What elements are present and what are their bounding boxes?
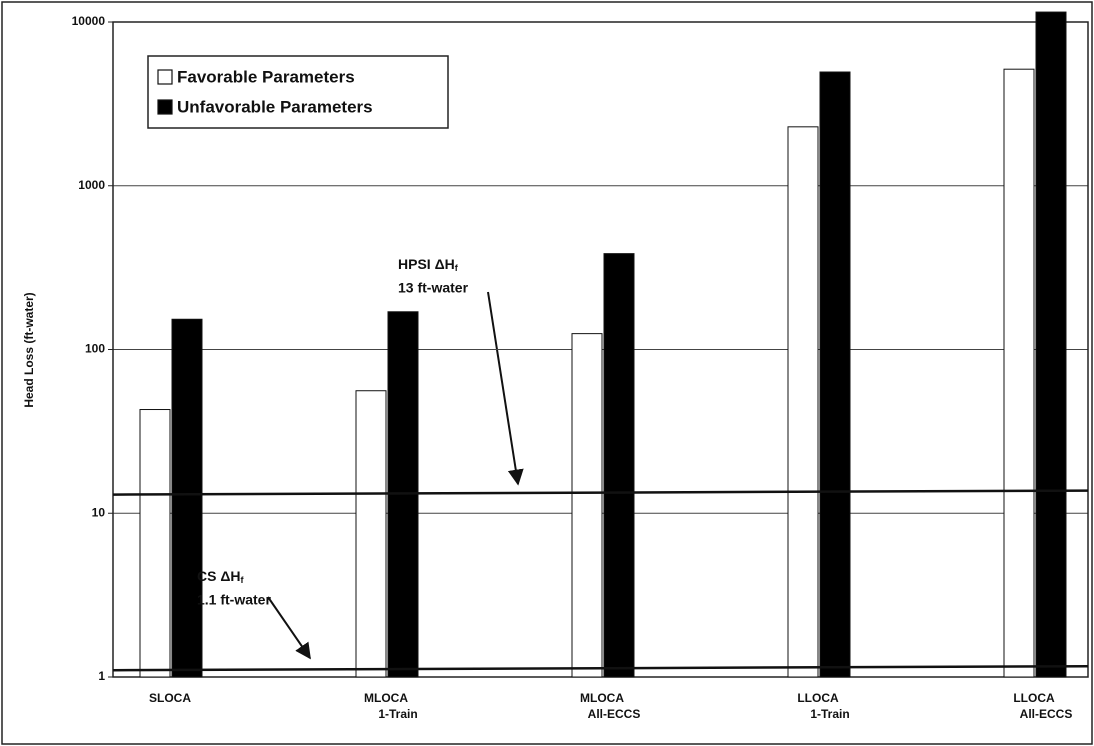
annotation-sublabel: 13 ft-water xyxy=(398,280,469,296)
x-tick-label: 1-Train xyxy=(810,707,849,721)
bar xyxy=(603,253,635,678)
x-tick-label: All-ECCS xyxy=(1020,707,1073,721)
legend-swatch xyxy=(157,69,173,85)
annotation-arrow xyxy=(267,596,311,660)
y-tick-label: 1 xyxy=(98,669,105,683)
y-axis-label: Head Loss (ft-water) xyxy=(22,292,36,407)
annotation-arrow xyxy=(487,291,524,486)
bar xyxy=(571,333,603,678)
annotation-label: HPSI ΔH xyxy=(398,256,455,272)
bar xyxy=(171,318,203,678)
y-tick-label: 10000 xyxy=(72,14,106,28)
bar xyxy=(1035,11,1067,678)
annotation-subscript: f xyxy=(241,575,245,585)
x-tick-label: MLOCA xyxy=(580,691,624,705)
annotation: HPSI ΔHf xyxy=(398,256,459,274)
annotation-sublabel: 1.1 ft-water xyxy=(197,592,271,608)
annotation: CS ΔHf xyxy=(197,568,245,586)
legend: Favorable Parameters Unfavorable Paramete… xyxy=(147,55,449,129)
reference-line xyxy=(112,489,1089,496)
bar xyxy=(355,390,387,678)
x-tick-label: LLOCA xyxy=(1013,691,1055,705)
legend-swatch xyxy=(157,99,173,115)
bar xyxy=(819,71,851,678)
legend-label: Unfavorable Parameters xyxy=(177,97,373,116)
legend-box xyxy=(147,55,449,129)
annotation-label: CS ΔH xyxy=(197,568,241,584)
annotation-subscript: f xyxy=(455,263,459,273)
reference-line xyxy=(112,664,1089,672)
x-tick-label: LLOCA xyxy=(797,691,839,705)
bar xyxy=(1003,68,1035,678)
x-tick-label: All-ECCS xyxy=(588,707,641,721)
x-tick-label: SLOCA xyxy=(149,691,191,705)
bar xyxy=(139,409,171,678)
y-tick-label: 1000 xyxy=(78,178,105,192)
x-tick-label: MLOCA xyxy=(364,691,408,705)
y-tick-label: 10 xyxy=(92,505,106,519)
legend-label: Favorable Parameters xyxy=(177,67,355,86)
bar xyxy=(787,126,819,678)
x-tick-label: 1-Train xyxy=(378,707,417,721)
y-tick-label: 100 xyxy=(85,342,105,356)
